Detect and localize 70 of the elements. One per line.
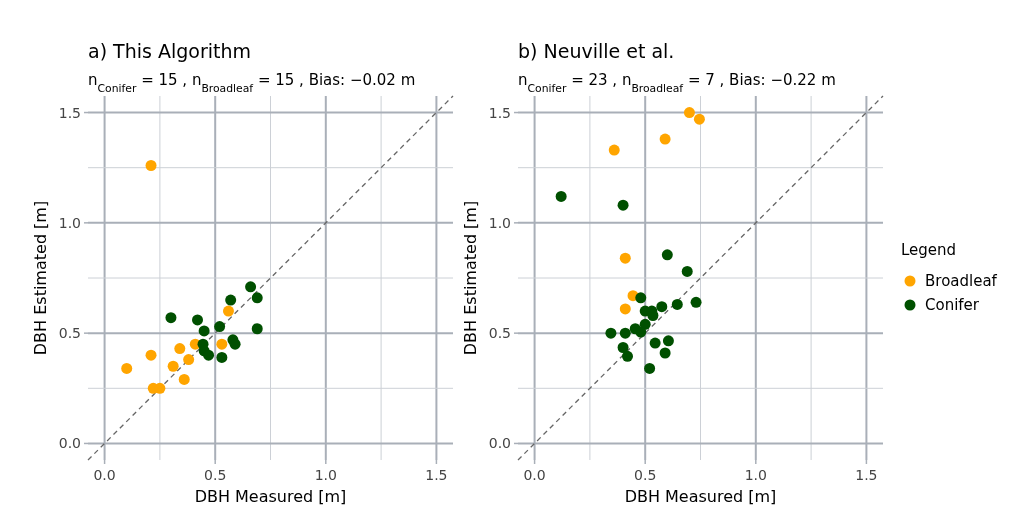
point bbox=[617, 199, 629, 211]
point bbox=[644, 362, 656, 374]
x-tick-label: 1.0 bbox=[314, 467, 337, 483]
point bbox=[225, 294, 237, 306]
chart-title: b) Neuville et al. bbox=[518, 40, 675, 62]
y-tick-label: 1.5 bbox=[488, 104, 511, 121]
point bbox=[216, 338, 228, 350]
point bbox=[178, 373, 190, 385]
point bbox=[619, 252, 631, 264]
point bbox=[198, 325, 210, 337]
point bbox=[216, 351, 228, 363]
chart-title: a) This Algorithm bbox=[88, 40, 252, 62]
point bbox=[659, 347, 671, 359]
x-tick-label: 0.0 bbox=[523, 467, 546, 483]
point bbox=[619, 327, 631, 339]
y-tick-label: 0.0 bbox=[488, 435, 511, 452]
legend-label: Broadleaf bbox=[925, 272, 998, 290]
x-tick-label: 1.0 bbox=[744, 467, 767, 483]
x-axis-title: DBH Measured [m] bbox=[624, 487, 777, 506]
y-tick-label: 1.0 bbox=[58, 214, 81, 231]
x-axis-title: DBH Measured [m] bbox=[194, 487, 347, 506]
point bbox=[671, 298, 683, 310]
y-axis-title: DBH Estimated [m] bbox=[461, 200, 480, 356]
point bbox=[251, 292, 263, 304]
point bbox=[203, 349, 215, 361]
point bbox=[605, 327, 617, 339]
x-tick-label: 0.5 bbox=[634, 467, 657, 483]
point bbox=[214, 321, 226, 333]
point bbox=[183, 354, 195, 366]
point bbox=[656, 301, 668, 313]
y-tick-label: 0.0 bbox=[58, 435, 81, 452]
point bbox=[635, 292, 647, 304]
y-tick-label: 0.5 bbox=[488, 325, 511, 342]
legend-label: Conifer bbox=[925, 296, 980, 314]
y-tick-label: 1.0 bbox=[488, 214, 511, 231]
chart-subtitle: n$_{Conifer}$ = 23 , n$_{Broadleaf}$ = 7 , Bias: −0.22 m bbox=[518, 71, 836, 95]
point bbox=[555, 190, 567, 202]
point bbox=[661, 249, 673, 261]
point bbox=[222, 305, 234, 317]
point bbox=[659, 133, 671, 145]
point bbox=[662, 335, 674, 347]
point bbox=[251, 323, 263, 335]
legend-title: Legend bbox=[901, 241, 957, 259]
y-axis-title: DBH Estimated [m] bbox=[31, 200, 50, 356]
point bbox=[617, 341, 629, 353]
point bbox=[121, 362, 133, 374]
y-tick-label: 0.5 bbox=[58, 325, 81, 342]
x-tick-label: 1.5 bbox=[425, 467, 448, 483]
y-tick-label: 1.5 bbox=[58, 104, 81, 121]
x-tick-label: 0.5 bbox=[204, 467, 227, 483]
point bbox=[145, 349, 157, 361]
point bbox=[622, 350, 633, 362]
point bbox=[145, 159, 157, 171]
point bbox=[608, 144, 620, 156]
point bbox=[229, 338, 241, 350]
x-tick-label: 1.5 bbox=[855, 467, 878, 483]
point bbox=[174, 343, 186, 355]
point bbox=[619, 303, 631, 315]
point bbox=[165, 312, 177, 324]
point bbox=[629, 323, 641, 335]
chart-subtitle: n$_{Conifer}$ = 15 , n$_{Broadleaf}$ = 15 , Bias: −0.02 m bbox=[88, 71, 416, 95]
point bbox=[690, 296, 702, 308]
x-tick-label: 0.0 bbox=[93, 467, 116, 483]
point bbox=[167, 360, 179, 372]
point bbox=[681, 265, 693, 277]
point bbox=[192, 314, 203, 326]
point bbox=[245, 281, 257, 293]
point bbox=[683, 107, 695, 119]
point bbox=[693, 113, 705, 125]
point bbox=[649, 337, 661, 349]
